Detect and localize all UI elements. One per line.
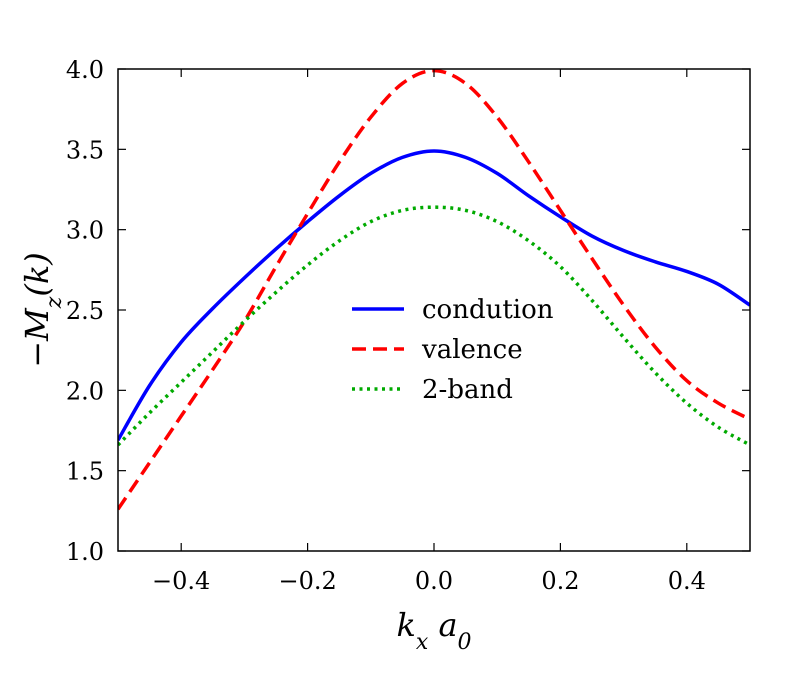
y-tick-label: 3.5 [66,136,104,164]
x-tick-label: −0.4 [152,567,210,595]
series-line-2-band [118,205,750,447]
y-tick-label: 3.0 [66,217,104,245]
y-axis-label: −Mz(k) [18,252,67,368]
x-axis-label: kx a0 [396,606,471,655]
x-tick-label: 0.0 [415,567,453,595]
legend-label: valence [421,335,523,365]
series-line-valence [118,69,750,511]
axis-labels: kx a0 −Mz(k) [18,252,472,654]
ticks: −0.4 −0.2 0.0 0.2 0.4 1.0 1.5 2.0 2.5 3.0 3.5 4.0 [66,56,750,595]
legend-label: condution [422,295,554,325]
legend-label: 2-band [422,375,513,405]
y-tick-label: 1.5 [66,458,104,486]
legend: condution valence 2-band [352,295,554,405]
x-tick-label: 0.4 [668,567,706,595]
x-tick-label: 0.2 [541,567,579,595]
y-tick-label: 4.0 [66,56,104,84]
series-line-condution [118,149,750,442]
y-tick-label: 2.0 [66,377,104,405]
y-tick-label: 2.5 [66,297,104,325]
series-group [118,69,750,511]
x-tick-label: −0.2 [278,567,336,595]
y-tick-label: 1.0 [66,538,104,566]
